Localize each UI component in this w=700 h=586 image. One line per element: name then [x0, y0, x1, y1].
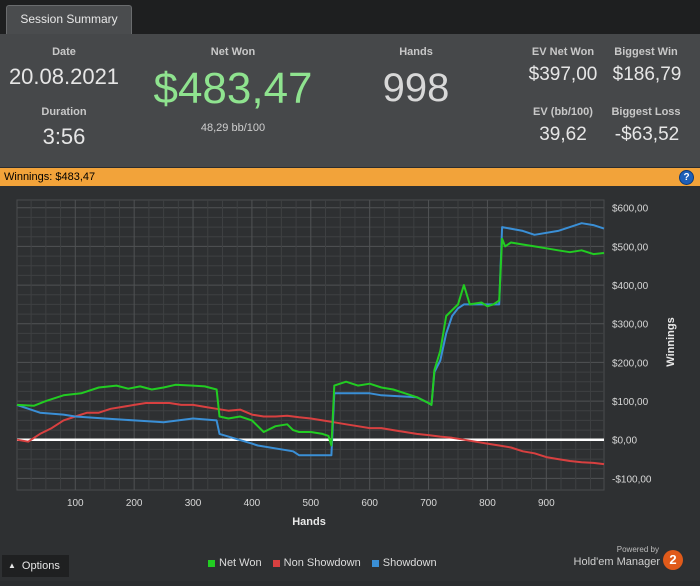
winnings-banner: Winnings: $483,47 ? — [0, 168, 700, 186]
x-tick-label: 700 — [420, 498, 437, 509]
y-tick-labels: $600,00 $500,00 $400,00 $300,00 $200,00 $100,… — [612, 204, 652, 486]
y-tick-label: $200,00 — [612, 358, 649, 369]
biggest-loss-label: Biggest Loss — [611, 106, 681, 118]
brand-logo-icon: 2 — [663, 550, 683, 570]
y-tick-label: $300,00 — [612, 320, 649, 331]
help-icon[interactable]: ? — [679, 170, 694, 185]
biggest-win-value: $186,79 — [612, 64, 682, 85]
date-value: 20.08.2021 — [8, 64, 120, 89]
chart-legend: Net Won Non Showdown Showdown — [208, 557, 445, 569]
x-tick-label: 400 — [244, 498, 261, 509]
legend-label-non-showdown: Non Showdown — [283, 557, 361, 569]
biggest-win-label: Biggest Win — [614, 46, 678, 58]
ev-bb100-value: 39,62 — [539, 124, 587, 145]
legend-swatch-showdown — [371, 559, 379, 567]
tab-session-summary[interactable]: Session Summary — [6, 5, 132, 35]
session-summary-panel: Date 20.08.2021 Duration 3:56 Net Won $4… — [0, 34, 700, 167]
series-lines — [16, 222, 605, 466]
y-tick-label: -$100,00 — [612, 474, 652, 485]
biggest-loss-value: -$63,52 — [614, 124, 680, 145]
x-tick-label: 500 — [302, 498, 319, 509]
x-tick-label: 900 — [538, 498, 555, 509]
powered-by-text: Powered by — [616, 545, 659, 554]
y-tick-label: $500,00 — [612, 242, 649, 253]
y-tick-label: $400,00 — [612, 281, 649, 292]
x-tick-label: 600 — [361, 498, 378, 509]
ev-net-won-label: EV Net Won — [531, 46, 595, 58]
legend-label-showdown: Showdown — [382, 557, 437, 569]
y-axis-label: Winnings — [665, 317, 677, 366]
hands-value: 998 — [382, 66, 450, 110]
net-won-bb100: 48,29 bb/100 — [200, 122, 266, 134]
ev-bb100-label: EV (bb/100) — [533, 106, 593, 118]
tab-bar: Session Summary — [0, 0, 700, 35]
y-tick-label: $600,00 — [612, 204, 649, 215]
legend-swatch-non-showdown — [272, 559, 280, 567]
winnings-banner-text: Winnings: $483,47 — [4, 171, 96, 183]
options-button[interactable]: ▲ Options — [2, 555, 69, 577]
x-tick-label: 300 — [185, 498, 202, 509]
net-won-value: $483,47 — [153, 64, 313, 113]
series-line-net-won — [16, 237, 605, 447]
x-tick-label: 800 — [479, 498, 496, 509]
caret-up-icon: ▲ — [8, 561, 16, 571]
legend-item-net-won[interactable]: Net Won — [208, 557, 262, 569]
hands-label: Hands — [399, 46, 433, 58]
duration-value: 3:56 — [42, 124, 86, 149]
x-tick-labels: 100 200 300 400 500 600 700 800 900 — [67, 498, 555, 509]
x-tick-label: 100 — [67, 498, 84, 509]
winnings-chart: $600,00 $500,00 $400,00 $300,00 $200,00 $100,… — [0, 186, 700, 581]
duration-label: Duration — [41, 106, 87, 118]
series-line-showdown — [16, 222, 605, 457]
date-label: Date — [52, 46, 76, 58]
legend-item-showdown[interactable]: Showdown — [371, 557, 437, 569]
legend-swatch-net-won — [208, 559, 215, 567]
x-tick-label: 200 — [126, 498, 143, 509]
winnings-chart-area: $600,00 $500,00 $400,00 $300,00 $200,00 $100,… — [0, 186, 700, 581]
net-won-label: Net Won — [210, 46, 256, 58]
series-line-non-showdown — [16, 402, 605, 466]
legend-label-net-won: Net Won — [219, 557, 262, 569]
y-tick-label: $0,00 — [612, 436, 637, 447]
brand-name: Hold'em Manager — [573, 556, 660, 568]
ev-net-won-value: $397,00 — [528, 64, 598, 85]
legend-item-non-showdown[interactable]: Non Showdown — [272, 557, 361, 569]
y-tick-label: $100,00 — [612, 397, 649, 408]
x-axis-label: Hands — [292, 516, 326, 528]
options-label: Options — [21, 560, 60, 572]
